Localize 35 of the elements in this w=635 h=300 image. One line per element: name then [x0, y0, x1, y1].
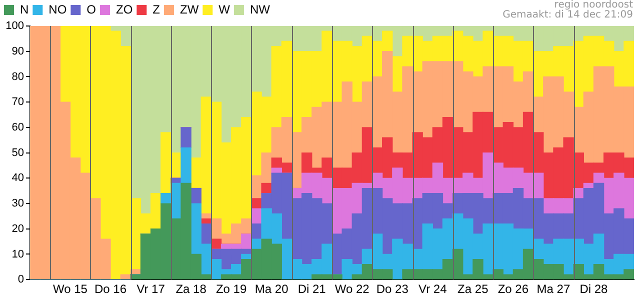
y-tick-label: 70 — [12, 96, 24, 108]
legend-label: ZO — [116, 2, 133, 16]
x-tick-label: Di 21 — [298, 282, 326, 296]
x-tick-label: Vr 24 — [418, 282, 448, 296]
y-tick-label: 100 — [6, 20, 24, 32]
text: Gemaakt: di 14 dec 21:09 — [502, 10, 633, 21]
y-tick-label: 20 — [12, 222, 24, 235]
y-tick-label: 30 — [12, 198, 24, 210]
y-tick-label: 40 — [12, 172, 24, 184]
y-tick-label: 50 — [12, 146, 24, 159]
legend-label: N — [20, 2, 29, 16]
legend-label: ZW — [180, 2, 200, 16]
x-tick-label: Wo 15 — [53, 282, 88, 296]
y-tick-label: 60 — [12, 121, 24, 134]
legend-label: Z — [152, 2, 160, 16]
x-tick-label: Vr 17 — [136, 282, 166, 296]
x-tick-label: Di 28 — [580, 282, 608, 296]
y-tick-label: 80 — [12, 70, 24, 83]
x-tick-label: Za 18 — [176, 282, 207, 296]
legend-label: NW — [250, 2, 271, 16]
legend-label: NO — [48, 2, 67, 16]
x-tick-label: Zo 26 — [498, 282, 529, 296]
x-tick-label: Ma 27 — [536, 282, 570, 296]
text: regio noordoost — [554, 0, 634, 11]
y-tick-label: 0 — [18, 274, 24, 286]
legend-label: O — [86, 2, 96, 16]
x-tick-label: Do 23 — [376, 282, 409, 296]
y-tick-label: 10 — [12, 248, 24, 260]
x-tick-label: Do 16 — [94, 282, 127, 296]
y-tick-label: 90 — [12, 45, 24, 58]
x-tick-label: Za 25 — [458, 282, 489, 296]
x-tick-label: Wo 22 — [334, 282, 370, 296]
x-tick-label: Ma 20 — [254, 282, 289, 296]
x-tick-label: Zo 19 — [216, 282, 247, 296]
legend-label: W — [218, 2, 231, 16]
